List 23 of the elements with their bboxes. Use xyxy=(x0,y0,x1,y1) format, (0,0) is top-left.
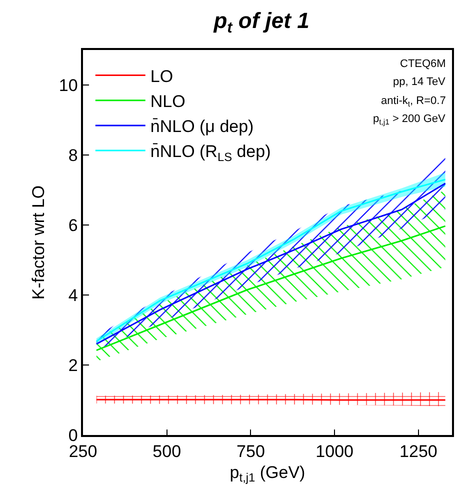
annotation: CTEQ6M xyxy=(400,58,446,70)
y-axis-title: K-factor wrt LO xyxy=(28,185,48,300)
legend-label: NLO xyxy=(150,92,186,111)
x-tick-label: 250 xyxy=(68,442,98,462)
annotation: p$_{t,j1}$ > 200 GeV xyxy=(373,113,446,126)
y-tick-label: 8 xyxy=(68,146,78,165)
y-tick-label: 4 xyxy=(68,286,78,305)
y-tick-label: 10 xyxy=(58,76,78,95)
line-series xyxy=(96,225,446,352)
legend-label: LO xyxy=(150,66,174,86)
x-tick-label: 1000 xyxy=(316,442,354,462)
y-tick-label: 6 xyxy=(68,216,78,235)
x-tick-label: 500 xyxy=(152,442,182,462)
annotation: pp, 14 TeV xyxy=(393,76,446,88)
x-tick-label: 750 xyxy=(236,442,265,462)
legend-label: n̄NLO (R$_{LS}$ dep) xyxy=(150,142,271,164)
y-tick-label: 2 xyxy=(68,356,78,375)
legend-label: n̄NLO (μ dep) xyxy=(150,117,254,136)
x-tick-label: 1250 xyxy=(400,442,438,462)
chart-title: p$_{t}$ of jet 1 xyxy=(212,8,310,37)
x-axis-title: p$_{t,j1}$ (GeV) xyxy=(230,463,306,485)
annotation: anti-k$_{t}$, R=0.7 xyxy=(381,95,446,108)
y-tick-label: 0 xyxy=(68,426,78,445)
